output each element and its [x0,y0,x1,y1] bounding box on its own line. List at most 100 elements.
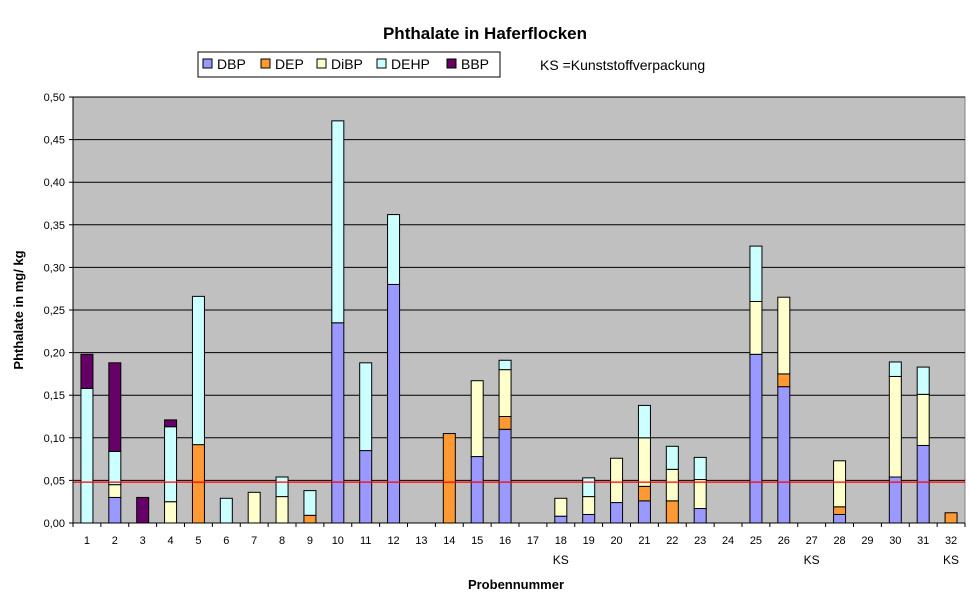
bar-segment-dehp [219,497,233,524]
x-tick-label: 32 [945,535,957,547]
x-tick-label: 9 [307,535,313,547]
y-tick-label: 0,50 [44,92,65,104]
x-tick-label: 27 [806,535,818,547]
bar-segment-dibp [498,369,512,418]
bar-segment-bbp [108,362,122,452]
x-tick-label: 4 [168,535,174,547]
x-tick-label: 18 [555,535,567,547]
y-tick-label: 0,20 [44,348,65,360]
y-tick-label: 0,30 [44,262,65,274]
bar-segment-dehp [637,404,651,439]
bar-segment-dibp [749,300,763,355]
x-tick-label: 7 [251,535,257,547]
x-tick-label: 30 [889,535,901,547]
bar-segment-bbp [136,496,150,524]
bar-segment-dep [442,433,456,524]
x-tick-sublabel: KS [804,553,820,567]
bar-segment-dehp [303,490,317,516]
bar-segment-dehp [191,295,205,446]
x-tick-label: 5 [195,535,201,547]
legend-label-dep: DEP [275,56,304,72]
x-tick-label: 21 [638,535,650,547]
bar-segment-dibp [665,468,679,502]
bar-segment-dehp [693,456,707,481]
bar-segment-bbp [80,353,94,389]
chart-title: Phthalate in Haferflocken [383,24,587,43]
bar-segment-dibp [777,296,791,375]
x-tick-label: 28 [833,535,845,547]
bar-segment-dibp [164,501,178,524]
x-tick-label: 3 [140,535,146,547]
bar-segment-dibp [247,491,261,524]
bar-segment-dbp [498,428,512,524]
bar-segment-dibp [916,393,930,446]
bar-segment-dibp [108,484,122,498]
bar-segment-dbp [888,476,902,524]
x-tick-label: 13 [415,535,427,547]
x-tick-label: 25 [750,535,762,547]
bar-segment-dep [637,485,651,502]
x-tick-label: 19 [583,535,595,547]
bar-segment-dibp [693,479,707,510]
bar-segment-dehp [164,426,178,503]
legend-label-dbp: DBP [217,56,246,72]
bar-segment-dehp [916,366,930,395]
bar-segment-dbp [777,386,791,524]
bar-segment-dep [944,512,958,524]
bar-segment-dbp [108,496,122,524]
bar-segment-dehp [387,214,401,285]
bar-segment-dep [665,500,679,524]
bar-segment-dibp [637,437,651,487]
bars [80,120,958,524]
y-tick-label: 0,10 [44,433,65,445]
bar-segment-dbp [582,513,596,524]
bar-segment-dbp [610,502,624,524]
bar-segment-dbp [331,322,345,524]
bar-segment-dibp [582,496,596,515]
y-tick-label: 0,05 [44,475,65,487]
x-tick-label: 10 [332,535,344,547]
bar-segment-dbp [749,353,763,524]
bar-segment-dbp [387,283,401,524]
bar-segment-bbp [164,419,178,428]
bar-segment-dep [191,444,205,524]
y-tick-label: 0,00 [44,518,65,530]
x-tick-label: 6 [223,535,229,547]
bar-segment-dibp [275,496,289,524]
x-tick-label: 11 [360,535,371,547]
legend-swatch-dibp [316,58,327,69]
bar-segment-dep [498,416,512,430]
bar-segment-dibp [888,375,902,478]
legend-label-bbp: BBP [461,56,489,72]
bar-segment-dehp [359,362,373,452]
legend-swatch-dehp [376,58,387,69]
bar-segment-dbp [554,515,568,524]
bar-segment-dibp [610,457,624,504]
x-tick-label: 17 [527,535,539,547]
chart-legend: DBP DEP DiBP DEHP BBP [197,51,501,78]
x-tick-label: 31 [917,535,929,547]
bar-segment-dehp [582,477,596,498]
x-tick-label: 23 [694,535,706,547]
gridlines [73,96,965,481]
x-tick-label: 20 [610,535,622,547]
x-tick-sublabel: KS [553,553,569,567]
bar-segment-dehp [80,387,94,524]
x-tick-label: 16 [499,535,511,547]
legend-label-dibp: DiBP [331,56,363,72]
bar-segment-dibp [470,380,484,458]
y-tick-label: 0,25 [44,305,65,317]
legend-swatch-dbp [202,58,213,69]
x-tick-label: 29 [861,535,873,547]
bar-segment-dehp [749,245,763,302]
bar-segment-dibp [554,497,568,517]
bar-segment-dehp [498,359,512,371]
legend-label-dehp: DEHP [391,56,430,72]
bar-segment-dbp [693,508,707,524]
x-tick-label: 26 [778,535,790,547]
x-tick-label: 22 [666,535,678,547]
x-tick-label: 8 [279,535,285,547]
